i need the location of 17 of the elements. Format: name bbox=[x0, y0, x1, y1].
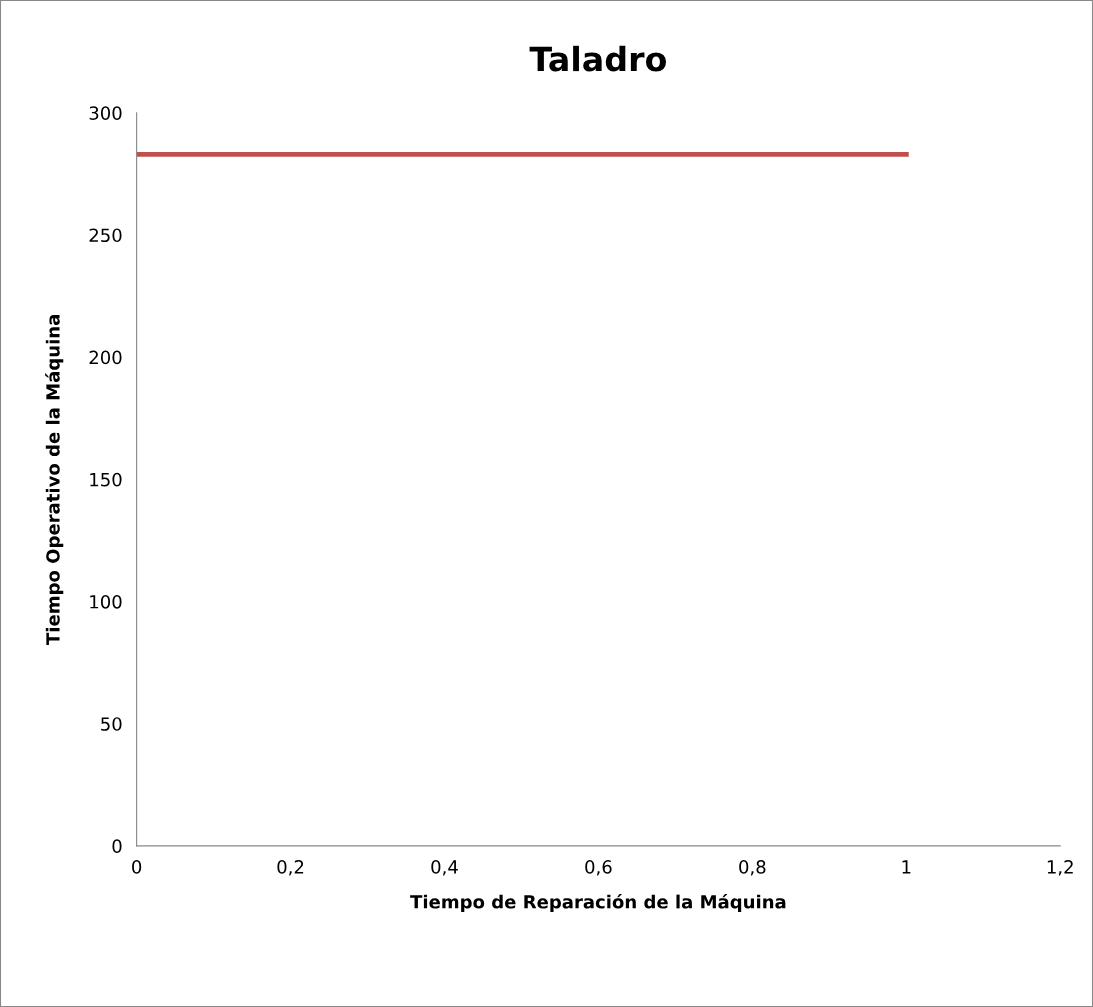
y-axis-title: Tiempo Operativo de la Máquina bbox=[45, 315, 64, 645]
x-tick-label: 0,2 bbox=[277, 860, 304, 876]
y-tick-label: 150 bbox=[90, 472, 122, 487]
y-tick-label: 0 bbox=[112, 839, 122, 853]
x-tick-label: 1 bbox=[902, 860, 911, 874]
y-tick-label: 50 bbox=[101, 717, 122, 731]
y-tick-label: 300 bbox=[89, 106, 122, 120]
x-axis-title: Tiempo de Reparación de la Máquina bbox=[410, 893, 786, 913]
y-tick-label: 250 bbox=[89, 228, 122, 243]
y-tick-label: 100 bbox=[90, 594, 122, 609]
x-tick-label: 0 bbox=[132, 860, 142, 874]
x-tick-label: 0,6 bbox=[585, 860, 612, 876]
x-tick-label: 0,8 bbox=[739, 860, 766, 876]
x-tick-label: 1,2 bbox=[1047, 860, 1073, 876]
y-tick-label: 200 bbox=[89, 350, 122, 365]
chart-title: Taladro bbox=[529, 45, 667, 72]
x-tick-label: 0,4 bbox=[431, 860, 458, 876]
